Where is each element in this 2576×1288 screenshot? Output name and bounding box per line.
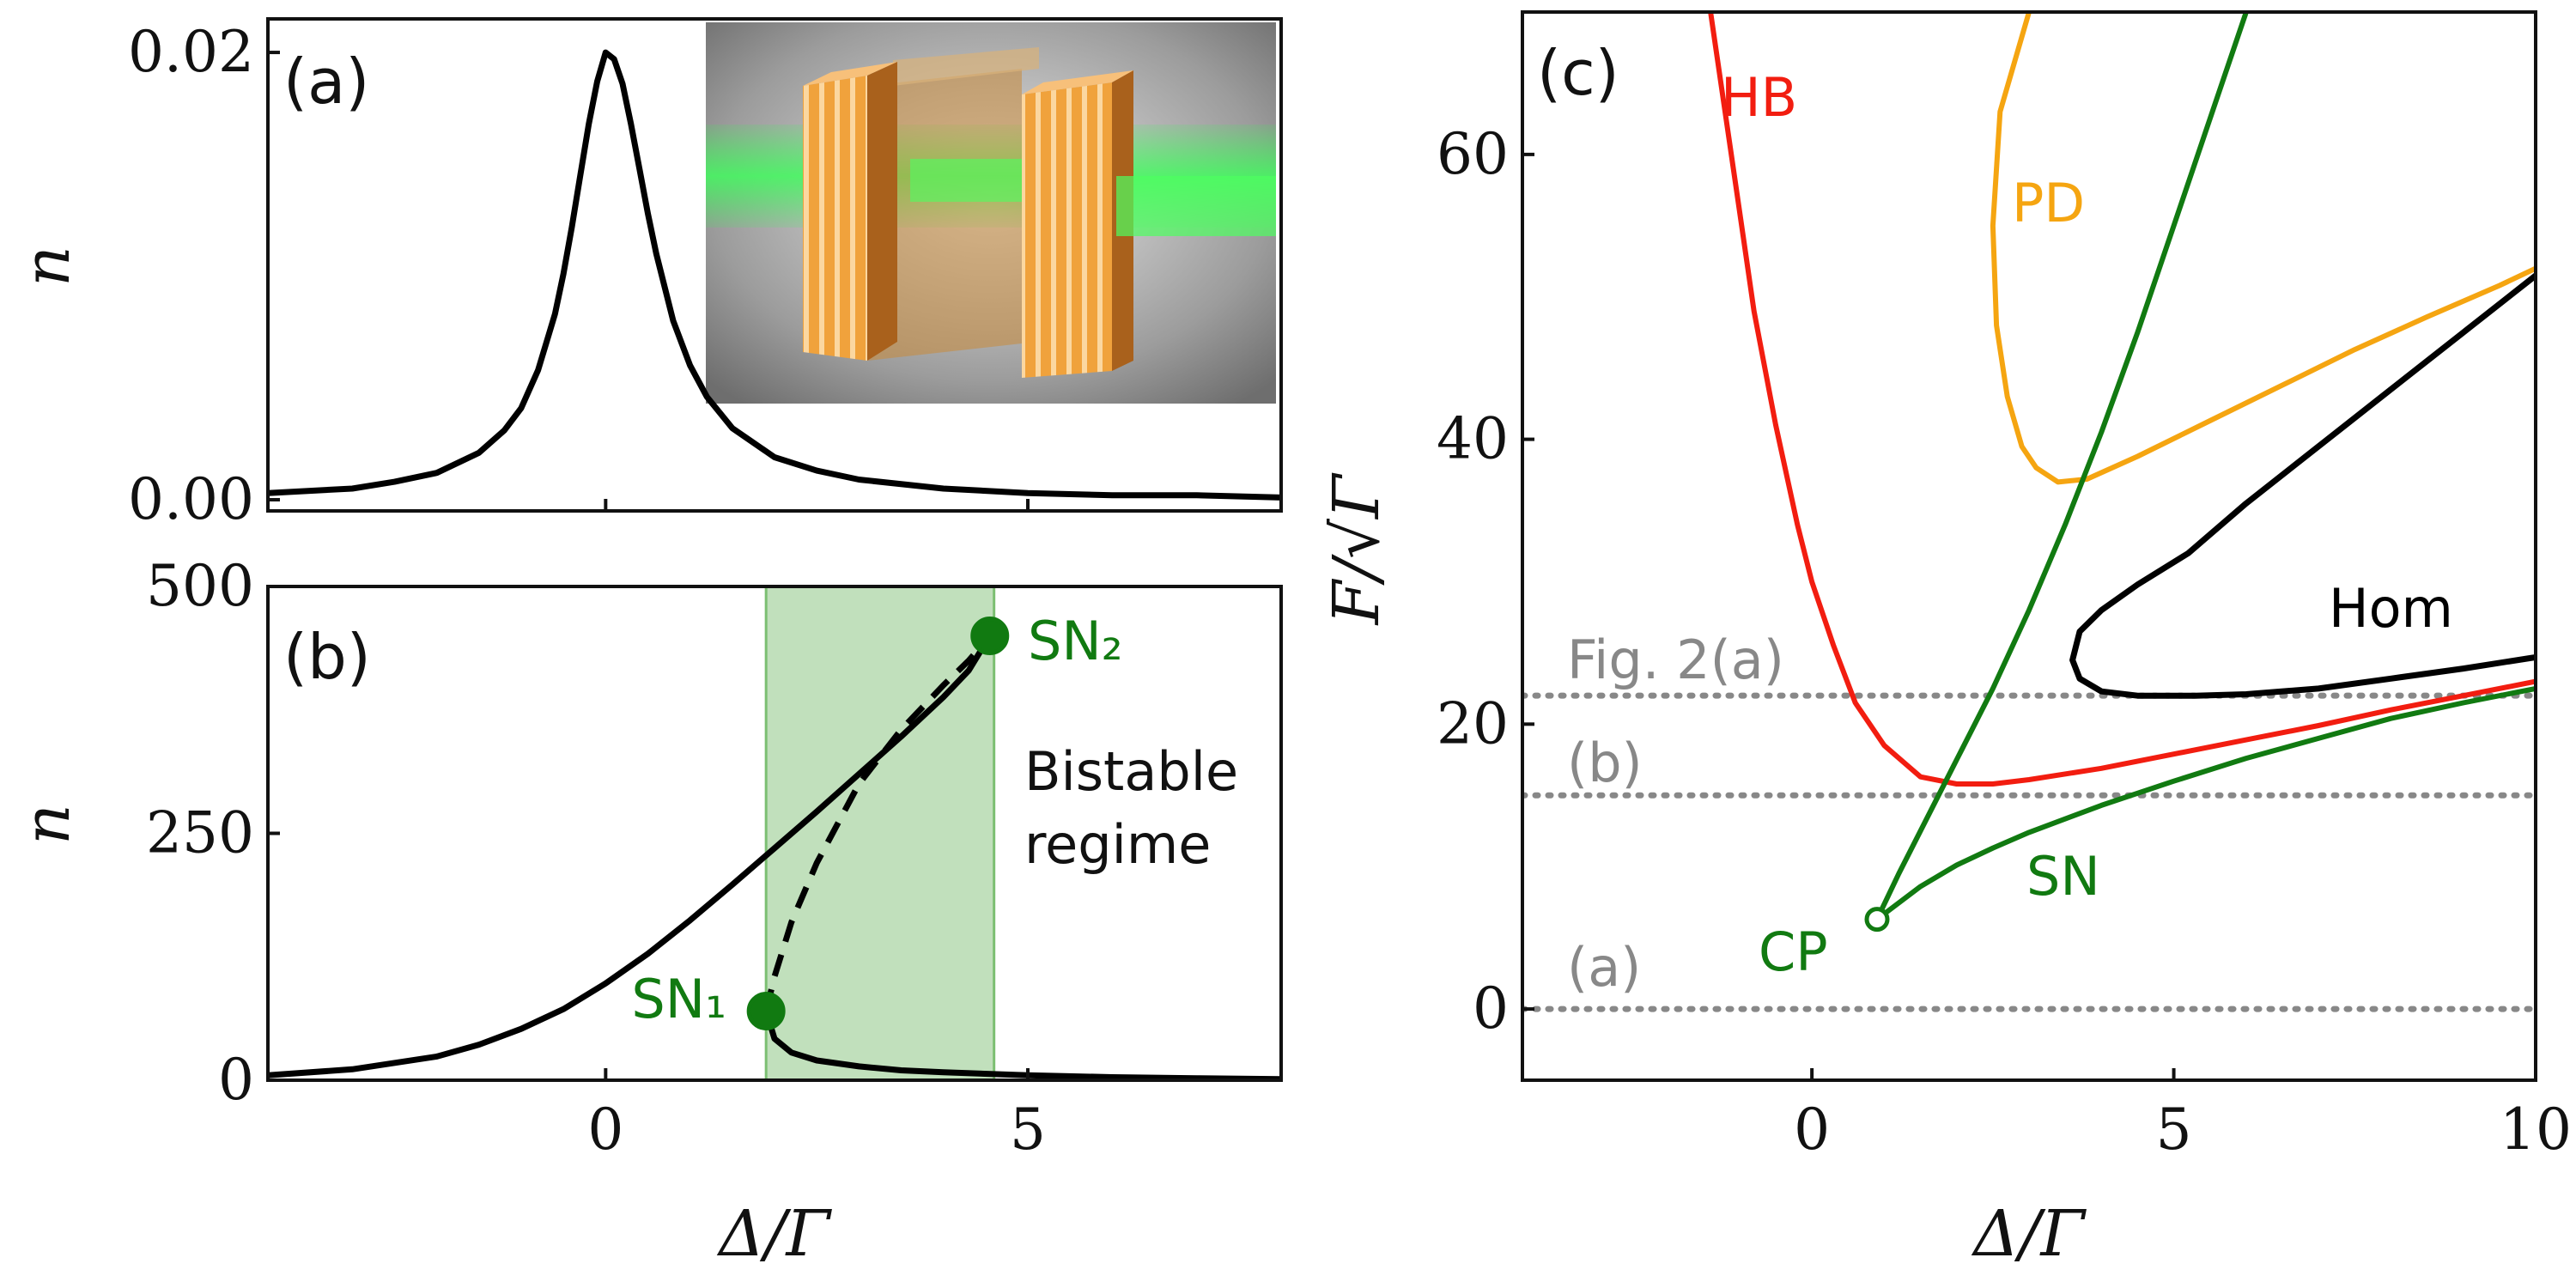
x-tick-label-c-1: 5 <box>2156 1097 2192 1163</box>
panel-c-frame <box>1521 10 2537 1082</box>
panel-c: Fig. 2(a) (b) (a) HB PD Hom SN CP 0 5 10 0 20 40 60 (… <box>1320 10 2572 1271</box>
y-tick-label-c-1: 20 <box>1437 690 1509 756</box>
series-b-upper-stable-branch <box>268 633 993 1078</box>
y-tick-label-a-0: 0.00 <box>128 466 254 532</box>
curve-label-sn: SN <box>2026 845 2100 908</box>
curve-label-hb: HB <box>1721 66 1797 129</box>
curve-label-cp: CP <box>1759 920 1828 983</box>
x-tick-label-b-1: 5 <box>1010 1097 1046 1163</box>
panel-b-plot-area <box>268 586 1281 1080</box>
point-c-cp <box>1864 907 1890 933</box>
point-label-1: SN₁ <box>631 968 726 1030</box>
panel-b-ylabel: n <box>10 804 84 845</box>
series-a-n <box>268 49 1281 501</box>
y-tick-label-c-3: 60 <box>1437 121 1509 187</box>
series-b-lower-stable-branch <box>762 1008 1281 1080</box>
y-tick-label-a-1: 0.02 <box>128 19 254 85</box>
point-b-sn <box>970 617 1010 655</box>
x-tick-label-c-2: 10 <box>2500 1097 2572 1163</box>
point-b-sn <box>746 992 786 1030</box>
y-tick-label-c-2: 40 <box>1437 406 1509 472</box>
series-c-hb <box>1708 12 2536 787</box>
panel-a-frame <box>266 17 1283 513</box>
series-c-hom <box>2069 272 2536 699</box>
optical-cavity-with-green-beam-icon <box>706 47 1276 378</box>
curve-label-pd: PD <box>2012 172 2085 234</box>
y-tick-label-b-0: 0 <box>218 1047 254 1113</box>
panel-a-label: (a) <box>283 46 369 118</box>
panel-b-label: (b) <box>283 621 371 693</box>
panel-a-plot-area <box>268 49 1281 501</box>
panel-c-xlabel: Δ/Γ <box>1971 1197 2087 1271</box>
panel-a-inset <box>706 22 1276 404</box>
hline-label-a: (a) <box>1567 936 1641 999</box>
panel-c-label: (c) <box>1537 37 1619 109</box>
series-c-pd <box>1990 12 2536 485</box>
panel-b-xlabel: Δ/Γ <box>716 1197 832 1271</box>
series-c-sn-lower <box>1874 685 2536 922</box>
y-tick-label-b-1: 250 <box>146 800 254 866</box>
hline-label-b: (b) <box>1567 732 1643 794</box>
panel-b: SN₁ SN₂ 0 5 0 250 500 (b) n Δ/Γ Bistable regi… <box>10 553 1283 1271</box>
bistable-regime-label-line2: regime <box>1024 813 1211 876</box>
y-tick-label-b-2: 500 <box>146 553 254 619</box>
panel-a-ylabel: n <box>10 246 84 287</box>
panel-a: 0.00 0.02 (a) n <box>10 17 1283 532</box>
curve-label-hom: Hom <box>2329 577 2453 640</box>
x-tick-label-c-0: 0 <box>1794 1097 1830 1163</box>
x-tick-label-b-0: 0 <box>587 1097 623 1163</box>
series-c-sn <box>1874 12 2249 922</box>
series-b-unstable-branch <box>762 634 993 1012</box>
bistable-region <box>764 586 996 1080</box>
panel-c-ylabel: F/√Γ <box>1320 472 1394 626</box>
y-tick-label-c-0: 0 <box>1473 975 1509 1042</box>
hline-label-fig-2-a: Fig. 2(a) <box>1567 629 1784 691</box>
point-label-2: SN₂ <box>1028 610 1123 672</box>
bistable-regime-label-line1: Bistable <box>1024 740 1238 803</box>
panel-c-plot-area <box>1522 12 2536 1012</box>
